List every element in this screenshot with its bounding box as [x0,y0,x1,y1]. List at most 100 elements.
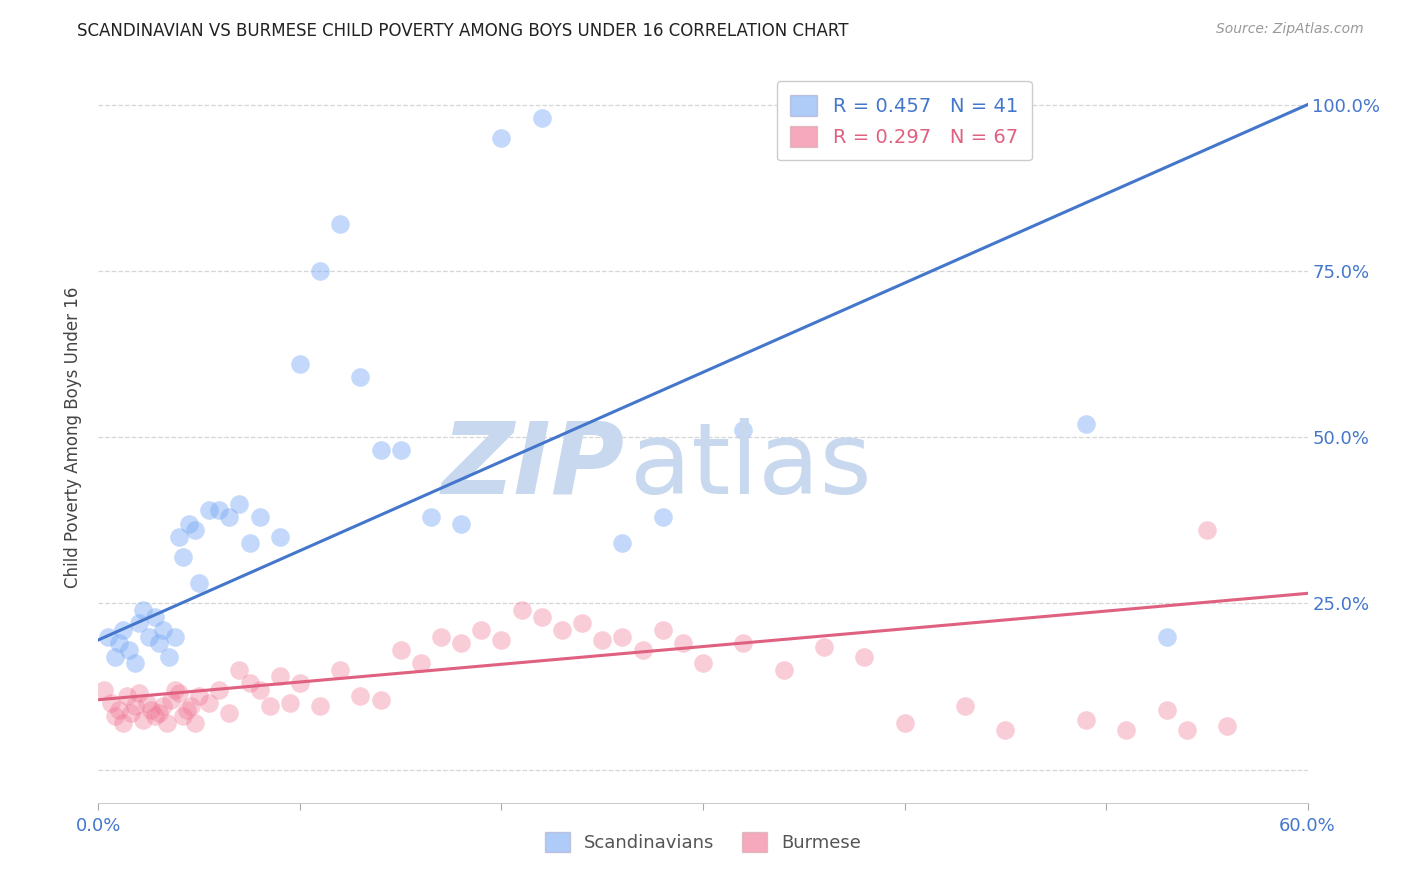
Point [591,632,613,647]
Point [269,530,291,544]
Point [152,699,174,714]
Point [853,649,876,664]
Point [100,696,122,710]
Point [1195,523,1218,537]
Legend: Scandinavians, Burmese: Scandinavians, Burmese [537,825,869,860]
Point [470,623,492,637]
Point [1175,723,1198,737]
Text: ZIP: ZIP [441,417,624,515]
Point [143,709,166,723]
Point [571,616,593,631]
Point [1115,723,1137,737]
Point [370,692,392,706]
Point [167,686,190,700]
Point [692,656,714,670]
Point [329,217,352,231]
Point [259,699,281,714]
Point [249,509,271,524]
Point [107,703,129,717]
Point [93,682,115,697]
Point [370,443,392,458]
Point [107,636,129,650]
Y-axis label: Child Poverty Among Boys Under 16: Child Poverty Among Boys Under 16 [65,286,83,588]
Point [309,699,332,714]
Point [208,503,231,517]
Point [228,497,250,511]
Point [218,706,240,720]
Point [249,682,271,697]
Point [278,696,301,710]
Point [172,549,194,564]
Point [409,656,432,670]
Point [157,649,180,664]
Point [143,609,166,624]
Point [530,609,553,624]
Point [148,636,170,650]
Point [1156,630,1178,644]
Point [176,703,198,717]
Point [288,676,311,690]
Point [813,640,835,654]
Point [120,706,142,720]
Point [103,649,125,664]
Point [1216,719,1239,733]
Point [132,713,155,727]
Point [733,424,755,438]
Point [288,357,311,371]
Point [156,716,179,731]
Point [733,636,755,650]
Point [491,131,513,145]
Point [893,716,915,731]
Point [172,709,194,723]
Point [389,643,412,657]
Point [420,509,443,524]
Point [118,643,141,657]
Point [97,630,120,644]
Point [124,699,146,714]
Point [208,682,231,697]
Point [128,686,150,700]
Point [672,636,695,650]
Point [772,663,794,677]
Point [329,663,352,677]
Point [953,699,976,714]
Point [160,692,183,706]
Text: atlas: atlas [630,417,872,515]
Point [450,636,472,650]
Point [631,643,654,657]
Point [198,503,221,517]
Point [188,690,211,704]
Point [179,516,201,531]
Point [1074,417,1097,431]
Point [135,696,157,710]
Point [167,530,190,544]
Point [530,111,553,125]
Point [124,656,146,670]
Point [389,443,412,458]
Point [103,709,125,723]
Point [115,690,138,704]
Point [651,509,673,524]
Point [111,716,134,731]
Point [651,623,673,637]
Point [430,630,453,644]
Point [1156,703,1178,717]
Point [612,536,634,550]
Point [188,576,211,591]
Point [510,603,533,617]
Point [491,632,513,647]
Point [184,716,207,731]
Point [139,703,162,717]
Point [180,699,202,714]
Point [309,264,332,278]
Text: Source: ZipAtlas.com: Source: ZipAtlas.com [1216,22,1364,37]
Text: SCANDINAVIAN VS BURMESE CHILD POVERTY AMONG BOYS UNDER 16 CORRELATION CHART: SCANDINAVIAN VS BURMESE CHILD POVERTY AM… [77,22,849,40]
Point [163,682,186,697]
Point [349,690,371,704]
Point [128,616,150,631]
Point [111,623,134,637]
Point [218,509,240,524]
Point [163,630,186,644]
Point [228,663,250,677]
Point [138,630,160,644]
